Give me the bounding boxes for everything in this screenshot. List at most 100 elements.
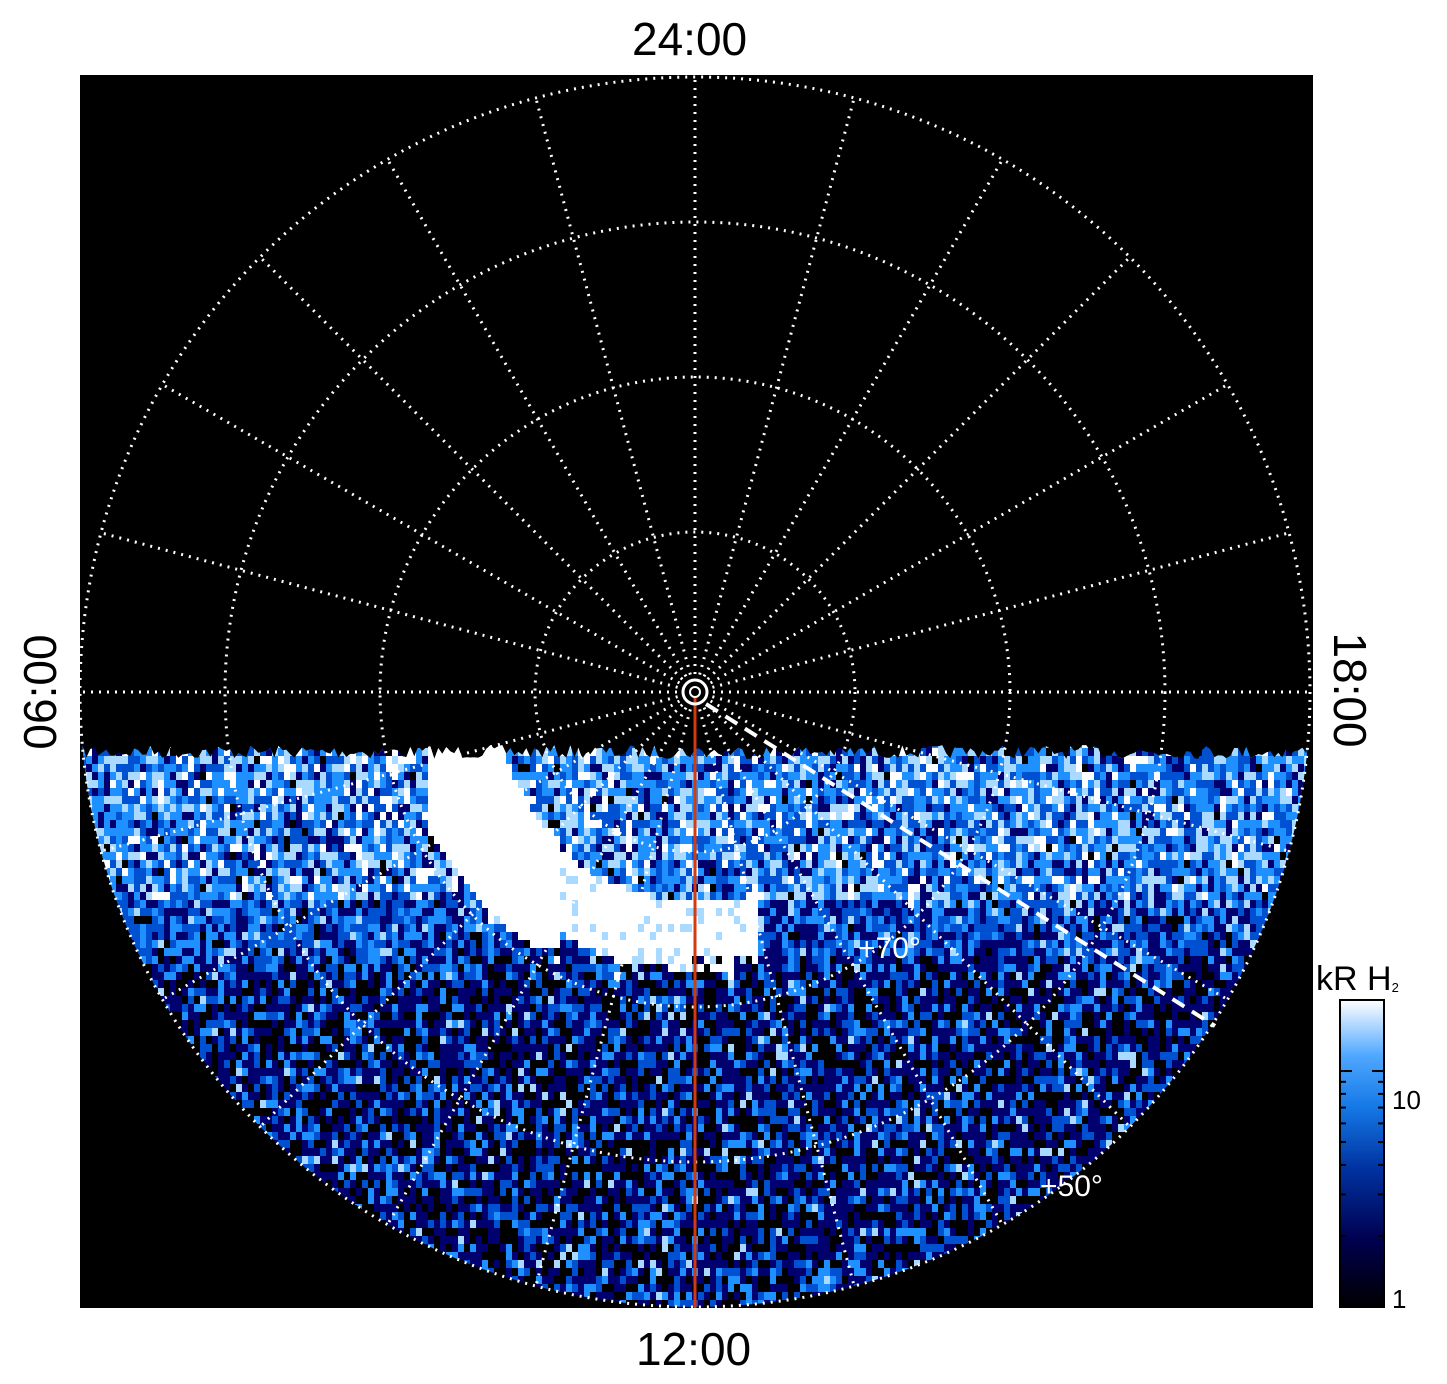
heatmap-cell [992, 908, 998, 916]
heatmap-cell [590, 900, 596, 908]
heatmap-cell [1022, 908, 1028, 916]
heatmap-cell [320, 796, 326, 820]
heatmap-cell [644, 804, 650, 812]
heatmap-cell [200, 836, 206, 844]
heatmap-cell [980, 780, 986, 788]
heatmap-cell [974, 892, 980, 900]
heatmap-cell [530, 852, 536, 860]
heatmap-cell [146, 908, 152, 916]
heatmap-cell [200, 756, 206, 764]
heatmap-cell [608, 828, 614, 836]
heatmap-cell [620, 812, 626, 820]
heatmap-cell [1304, 756, 1308, 764]
heatmap-cell [554, 820, 560, 828]
heatmap-cell [560, 788, 566, 796]
heatmap-cell [926, 892, 932, 900]
heatmap-cell [236, 828, 242, 836]
heatmap-cell [632, 860, 638, 868]
heatmap-cell [1262, 780, 1268, 788]
heatmap-cell [338, 820, 344, 828]
heatmap-cell [260, 876, 266, 884]
heatmap-cell [680, 836, 686, 844]
heatmap-cell [260, 812, 266, 820]
heatmap-cell [1250, 780, 1256, 788]
heatmap-cell [434, 820, 440, 828]
heatmap-cell [842, 756, 848, 764]
heatmap-cell [158, 916, 164, 924]
heatmap-cell [896, 876, 902, 884]
heatmap-cell [614, 900, 620, 908]
heatmap-cell [116, 772, 122, 780]
heatmap-cell [536, 924, 542, 932]
heatmap-cell [260, 764, 266, 772]
heatmap-cell [380, 860, 386, 876]
heatmap-cell [386, 804, 392, 812]
heatmap-cell [980, 788, 986, 796]
heatmap-cell [488, 772, 494, 780]
heatmap-cell [122, 764, 128, 788]
heatmap-cell [1022, 884, 1028, 892]
heatmap-cell [152, 892, 158, 900]
heatmap-cell [584, 836, 590, 844]
heatmap-cell [662, 860, 668, 868]
heatmap-cell [266, 860, 272, 868]
heatmap-cell [1136, 756, 1142, 764]
heatmap-cell [476, 900, 482, 908]
heatmap-cell [170, 772, 176, 780]
heatmap-cell [536, 892, 542, 900]
heatmap-cell [1208, 876, 1214, 892]
heatmap-cell [140, 764, 146, 772]
heatmap-cell [398, 892, 404, 900]
heatmap-cell [728, 860, 734, 876]
heatmap-cell [344, 876, 350, 884]
heatmap-cell [1064, 884, 1070, 892]
heatmap-cell [1094, 916, 1100, 932]
heatmap-cell [1058, 764, 1064, 772]
heatmap-cell [500, 844, 506, 852]
heatmap-cell [698, 916, 704, 924]
heatmap-cell [170, 764, 176, 772]
heatmap-cell [1142, 756, 1148, 764]
heatmap-cell [1118, 820, 1124, 828]
heatmap-cell [398, 900, 404, 908]
heatmap-cell [176, 836, 182, 844]
heatmap-cell [608, 940, 614, 948]
heatmap-cell [1100, 860, 1106, 868]
heatmap-cell [1028, 764, 1034, 772]
heatmap-cell [218, 860, 224, 868]
heatmap-cell [1226, 860, 1232, 868]
heatmap-cell [206, 852, 212, 860]
heatmap-cell [392, 932, 398, 956]
heatmap-cell [656, 780, 662, 788]
heatmap-cell [1130, 828, 1136, 836]
heatmap-cell [170, 820, 176, 828]
heatmap-cell [1082, 820, 1088, 828]
heatmap-cell [956, 836, 962, 844]
heatmap-cell [350, 924, 356, 932]
heatmap-cell [818, 828, 824, 836]
heatmap-cell [602, 900, 608, 908]
heatmap-cell [434, 860, 440, 868]
heatmap-cell [980, 764, 986, 772]
heatmap-cell [200, 844, 206, 852]
heatmap-cell [374, 924, 380, 932]
heatmap-cell [320, 788, 326, 796]
heatmap-cell [434, 884, 440, 892]
heatmap-cell [1142, 836, 1148, 844]
heatmap-cell [356, 892, 362, 900]
heatmap-cell [1154, 756, 1160, 764]
heatmap-cell [758, 844, 764, 852]
heatmap-cell [578, 860, 584, 868]
heatmap-cell [488, 908, 494, 932]
heatmap-cell [152, 780, 158, 788]
heatmap-cell [272, 764, 278, 772]
heatmap-cell [1244, 820, 1250, 828]
heatmap-cell [308, 884, 314, 892]
heatmap-cell [806, 908, 812, 916]
heatmap-cell [452, 780, 458, 788]
heatmap-cell [1148, 932, 1154, 964]
heatmap-cell [1226, 884, 1232, 892]
heatmap-cell [254, 828, 260, 836]
heatmap-cell [1250, 884, 1256, 892]
heatmap-cell [164, 908, 170, 932]
